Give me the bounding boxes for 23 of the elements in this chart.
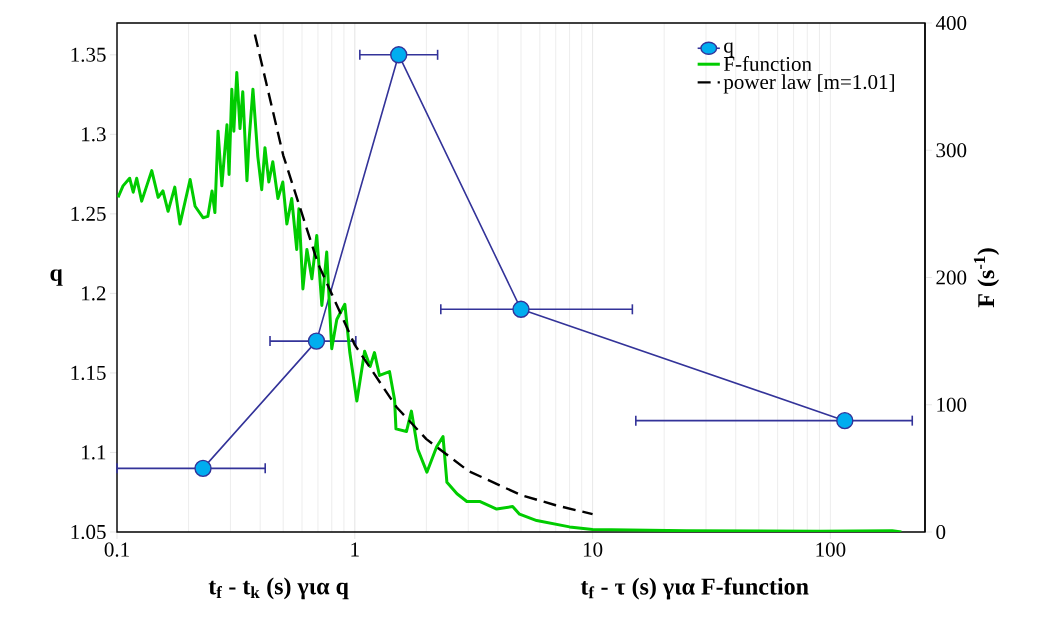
legend-label: q	[724, 42, 734, 58]
y-tick-label: 1.15	[71, 365, 106, 381]
y2-tick-label: 400	[935, 15, 967, 31]
legend-label: F-function	[723, 56, 812, 72]
y-tick-label: 1.05	[71, 524, 106, 540]
y2-axis-title: F (s$^{-1}$)	[973, 248, 1000, 308]
y2-tick-label: 100	[937, 397, 967, 412]
y2-tick-label: 0	[936, 524, 946, 540]
x-tick-label: 10	[583, 542, 603, 557]
y-tick-label: 1.1	[82, 445, 106, 460]
y-tick-label: 1.25	[71, 206, 106, 221]
x-tick-label: 0.1	[104, 542, 129, 557]
y-tick-label: 1.2	[82, 286, 106, 301]
x-tick-label: 1	[351, 542, 359, 557]
x-tick-label: 100	[816, 542, 846, 557]
y2-tick-label: 200	[936, 270, 967, 285]
y-axis-title: q	[50, 269, 63, 286]
y-tick-label: 1.35	[71, 47, 106, 62]
legend-label: power law [m=1.01]	[723, 74, 894, 94]
y-tick-label: 1.3	[82, 127, 106, 142]
text: t$_{f}$ - τ (s) για F-function	[580, 577, 809, 600]
text: t$_{f}$ - t$_{k}$ (s) για q	[208, 577, 349, 600]
y2-tick-label: 300	[936, 143, 967, 158]
